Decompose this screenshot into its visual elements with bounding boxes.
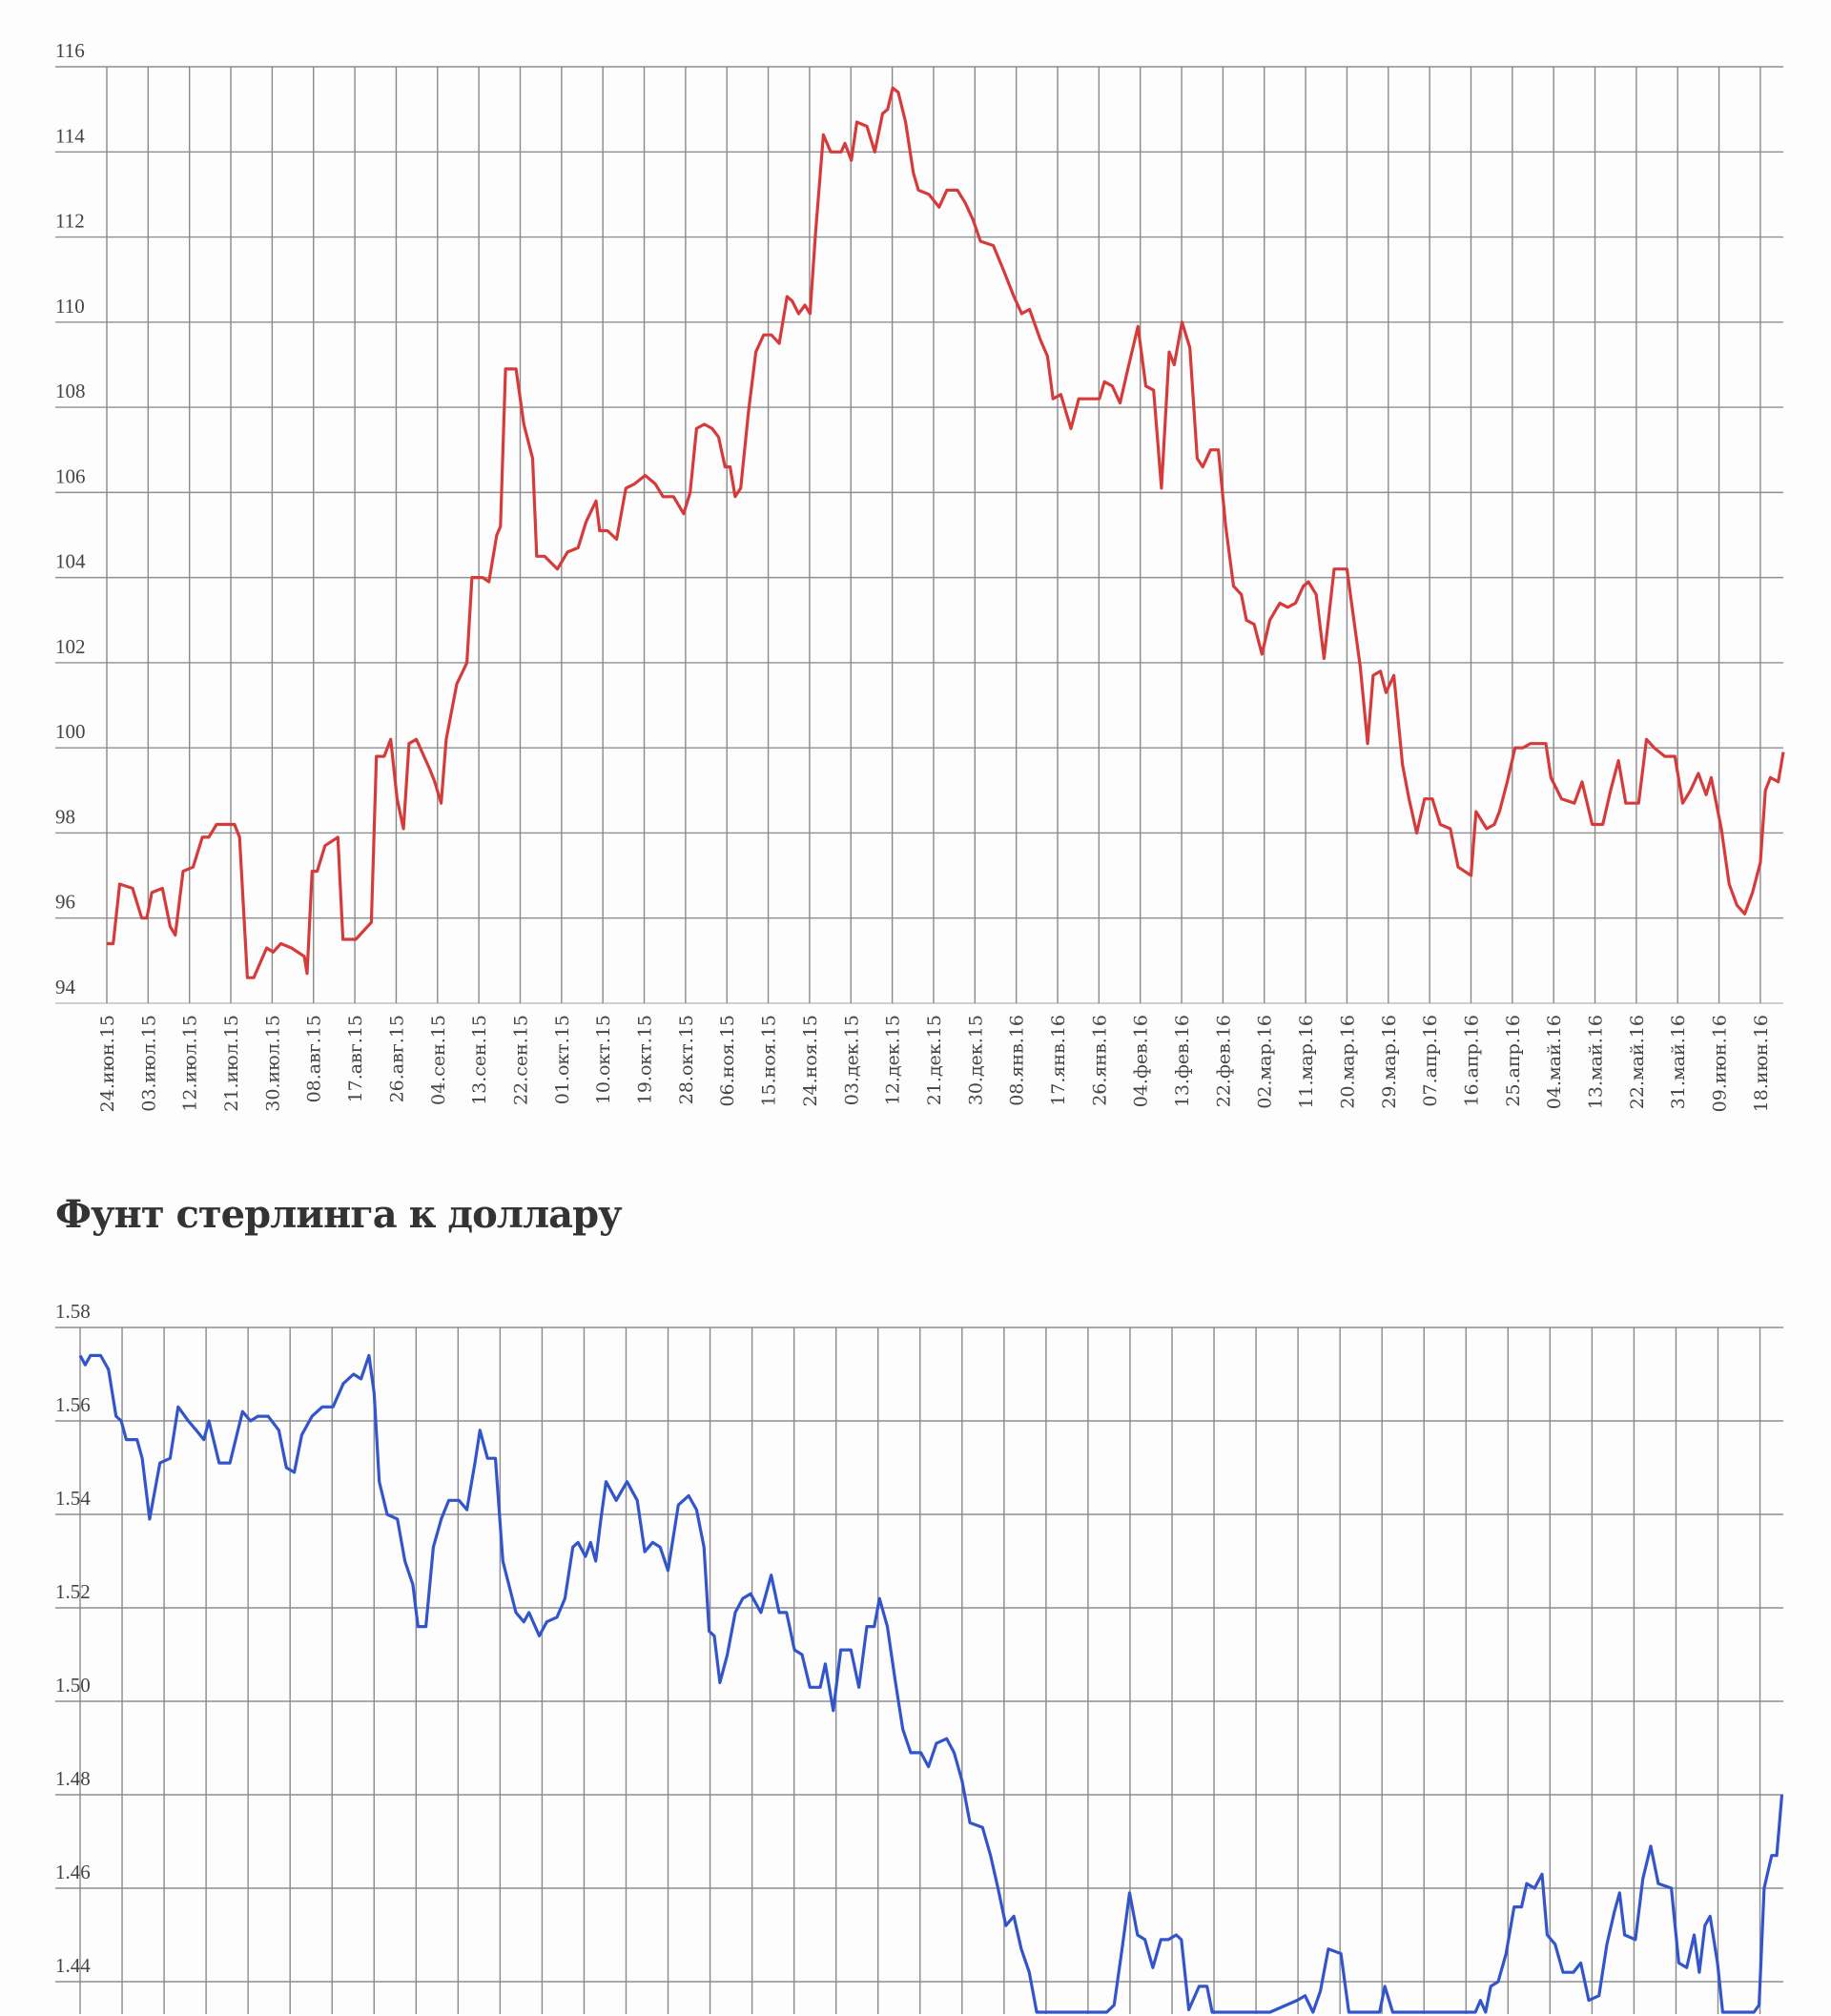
x-tick-label: 13.фев.16 — [1172, 1015, 1193, 1107]
x-tick-label: 09.июн.16 — [1710, 1015, 1731, 1112]
x-tick-label: 07.апр.16 — [1420, 1015, 1441, 1107]
x-tick-label: 22.май.16 — [1627, 1015, 1648, 1109]
y-tick-label: 1.58 — [55, 1300, 91, 1323]
y-tick-label: 106 — [55, 464, 86, 487]
x-tick-label: 29.мар.16 — [1379, 1015, 1400, 1109]
chart-euro-ruble-rate: 116 114 112 110 108 106 104 102 100 98 96 94 24.июн.… — [55, 39, 1785, 1112]
x-tick-label: 13.сен.15 — [469, 1015, 490, 1105]
y-tick-label: 112 — [55, 210, 85, 233]
x-tick-label: 26.авг.15 — [386, 1015, 407, 1102]
x-tick-label: 03.июл.15 — [138, 1015, 159, 1112]
y-tick-label: 1.44 — [55, 1954, 91, 1977]
y-tick-label: 102 — [55, 635, 86, 658]
x-tick-label: 30.дек.15 — [965, 1015, 986, 1105]
chart-title-pound-dollar: Фунт стерлинга к доллару — [55, 1192, 623, 1237]
y-tick-label: 108 — [55, 380, 86, 402]
y-tick-label: 1.50 — [55, 1674, 91, 1697]
x-tick-label: 08.янв.16 — [1007, 1015, 1028, 1106]
x-tick-label: 17.авг.15 — [345, 1015, 366, 1102]
x-tick-label: 21.июл.15 — [221, 1015, 242, 1112]
x-tick-label: 08.авг.15 — [304, 1015, 325, 1102]
x-tick-label: 03.дек.15 — [841, 1015, 862, 1105]
y-tick-label: 100 — [55, 720, 86, 743]
x-tick-label: 22.фев.16 — [1213, 1015, 1234, 1107]
y-tick-label: 94 — [55, 976, 76, 998]
x-tick-label: 02.мар.16 — [1255, 1015, 1276, 1109]
series-line — [107, 86, 1785, 979]
y-tick-label: 104 — [55, 550, 86, 573]
x-tick-label: 13.май.16 — [1586, 1015, 1607, 1109]
x-tick-label: 01.окт.15 — [552, 1015, 573, 1104]
y-tick-label: 1.46 — [55, 1861, 91, 1883]
x-tick-label: 21.дек.15 — [924, 1015, 945, 1105]
x-tick-label: 11.мар.16 — [1296, 1015, 1317, 1109]
y-tick-label: 98 — [55, 805, 75, 828]
x-tick-label: 10.окт.15 — [593, 1015, 614, 1104]
x-tick-label: 19.окт.15 — [635, 1015, 656, 1104]
x-tick-label: 26.янв.16 — [1089, 1015, 1110, 1106]
y-tick-label: 1.48 — [55, 1767, 91, 1790]
x-tick-label: 20.мар.16 — [1337, 1015, 1358, 1109]
x-tick-label: 18.июн.16 — [1751, 1015, 1772, 1112]
x-tick-label: 12.июл.15 — [180, 1015, 201, 1112]
y-tick-label: 116 — [55, 39, 85, 62]
chart-pound-dollar-rate: 1.58 1.56 1.54 1.52 1.50 1.48 1.46 1.44 — [55, 1300, 1784, 2014]
x-tick-label: 04.май.16 — [1544, 1015, 1565, 1109]
y-tick-label: 1.52 — [55, 1580, 91, 1603]
y-tick-label: 114 — [55, 124, 85, 147]
x-tick-label: 06.ноя.15 — [717, 1015, 738, 1107]
x-tick-label: 24.ноя.15 — [800, 1015, 821, 1107]
x-tick-label: 31.май.16 — [1668, 1015, 1689, 1109]
y-tick-label: 110 — [55, 295, 85, 318]
x-tick-label: 15.ноя.15 — [759, 1015, 780, 1107]
x-tick-label: 25.апр.16 — [1503, 1015, 1524, 1107]
x-tick-label: 28.окт.15 — [676, 1015, 697, 1104]
y-tick-label: 1.54 — [55, 1487, 91, 1510]
x-tick-label: 16.апр.16 — [1461, 1015, 1482, 1107]
x-tick-label: 22.сен.15 — [510, 1015, 531, 1105]
x-tick-label: 17.янв.16 — [1048, 1015, 1069, 1106]
x-tick-label: 04.сен.15 — [428, 1015, 449, 1105]
x-tick-label: 12.дек.15 — [883, 1015, 904, 1105]
y-tick-label: 1.56 — [55, 1393, 91, 1416]
x-tick-label: 30.июл.15 — [262, 1015, 283, 1112]
series-line — [78, 1353, 1784, 2014]
y-tick-label: 96 — [55, 891, 75, 914]
x-tick-label: 24.июн.15 — [97, 1015, 118, 1112]
x-tick-label: 04.фев.16 — [1131, 1015, 1152, 1107]
